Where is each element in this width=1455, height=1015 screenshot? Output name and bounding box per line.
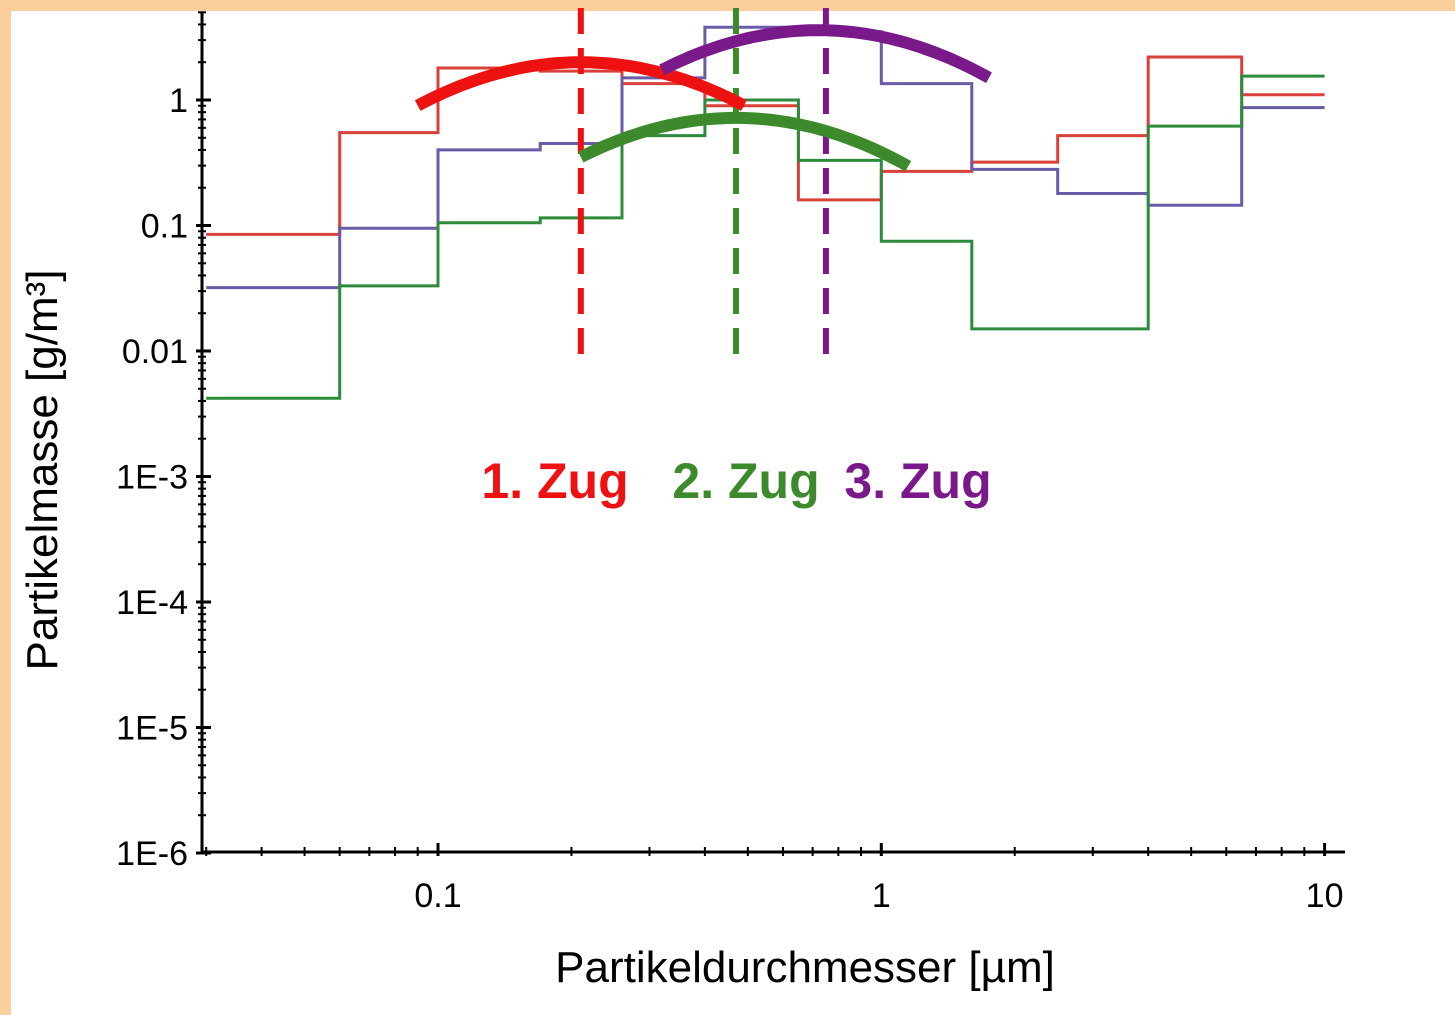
fit-layer (414, 8, 992, 368)
series-step-green (206, 74, 1325, 400)
y-tick-label: 1E-6 (116, 835, 188, 873)
label-layer: 1 0.1 0.01 1E-3 1E-4 1E-5 1E-6 0.1 1 10 1. Zug 2. Z… (116, 82, 1343, 915)
y-axis-title: Partikelmasse [g/m³] (18, 270, 67, 671)
axes-layer (196, 11, 1345, 856)
fit-curve-annot_red (414, 56, 747, 111)
fit-label-annot_purple: 3. Zug (844, 453, 991, 509)
y-tick-label: 0.01 (122, 333, 188, 371)
fit-label-annot_red: 1. Zug (481, 453, 628, 509)
x-axis-title: Partikeldurchmesser [µm] (555, 943, 1055, 992)
fit-curve-annot_purple (659, 24, 992, 84)
x-tick-label: 0.1 (414, 877, 461, 915)
series-layer (206, 25, 1325, 400)
y-tick-label: 1E-3 (116, 459, 188, 497)
y-tick-label: 1 (169, 82, 188, 120)
series-step-red (206, 55, 1325, 236)
x-tick-label: 1 (872, 877, 891, 915)
y-tick-label: 1E-5 (116, 710, 188, 748)
fit-label-annot_green: 2. Zug (672, 453, 819, 509)
x-tick-label: 10 (1306, 877, 1344, 915)
fit-curve-annot_green (578, 111, 912, 172)
series-step-blue (206, 25, 1325, 290)
y-tick-label: 1E-4 (116, 584, 188, 622)
y-tick-label: 0.1 (141, 208, 188, 246)
